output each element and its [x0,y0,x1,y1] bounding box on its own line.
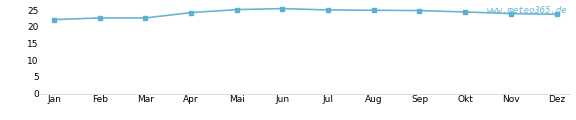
Text: www.meteo365.de: www.meteo365.de [487,6,567,15]
